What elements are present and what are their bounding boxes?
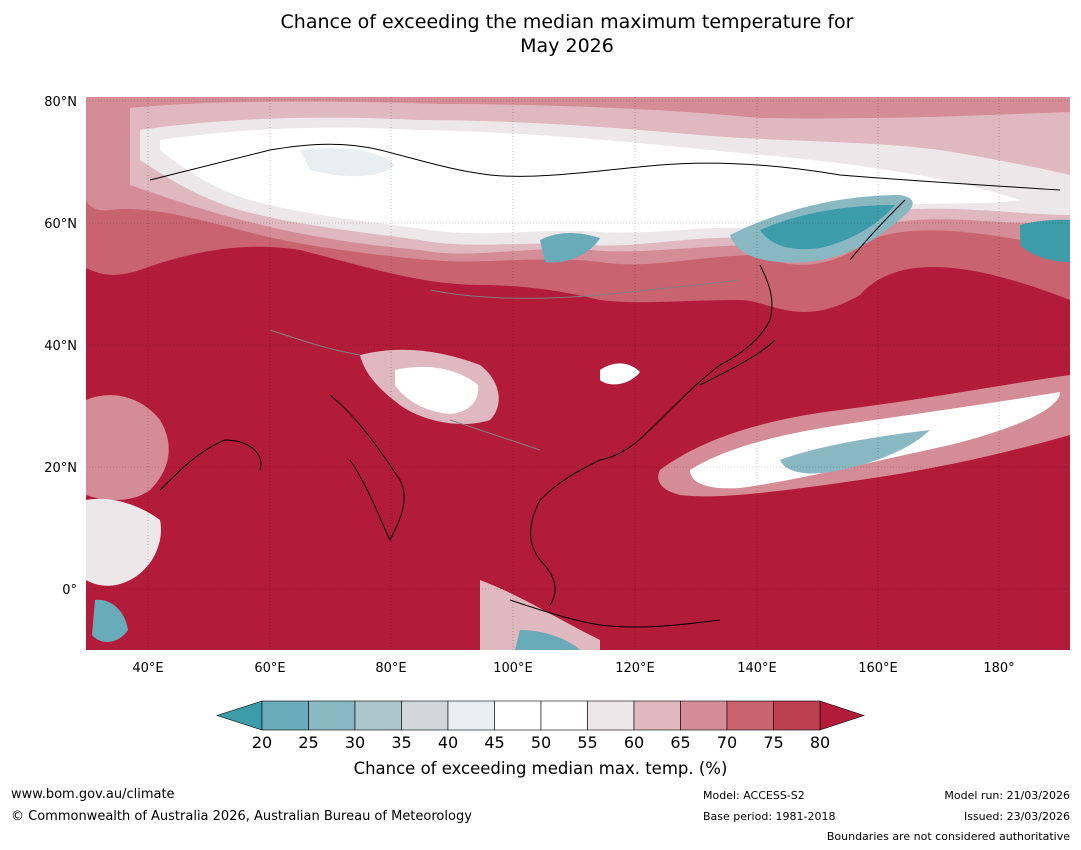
lat-tick-label: 40°N <box>44 339 77 354</box>
lon-tick-label: 160°E <box>858 661 898 676</box>
forecast-map: 80°N 60°N 40°N 20°N 0° 40°E 60°E 80°E 10… <box>44 95 1070 752</box>
colorbar-tick-label: 60 <box>624 733 644 752</box>
colorbar-tick-label: 30 <box>345 733 365 752</box>
lat-tick-label: 20°N <box>44 461 77 476</box>
base-period: Base period: 1981-2018 <box>703 810 836 823</box>
colorbar-bin <box>540 700 588 731</box>
borders <box>269 279 741 451</box>
issued-date: Issued: 23/03/2026 <box>963 810 1070 823</box>
colorbar-bin <box>726 700 774 731</box>
colorbar-tick-label: 45 <box>484 733 504 752</box>
colorbar-tick-label: 75 <box>763 733 783 752</box>
colorbar-over-arrow <box>819 700 865 731</box>
colorbar-tick-label: 80 <box>810 733 830 752</box>
title-line-1: Chance of exceeding the median maximum t… <box>280 11 854 33</box>
colorbar-bin <box>261 700 309 731</box>
title-line-2: May 2026 <box>520 35 614 57</box>
colorbar-tick-label: 40 <box>438 733 458 752</box>
colorbar-tick-label: 20 <box>252 733 272 752</box>
lat-tick-label: 80°N <box>44 95 77 110</box>
lon-tick-label: 60°E <box>254 661 285 676</box>
lon-tick-label: 40°E <box>132 661 163 676</box>
colorbar-bin <box>773 700 821 731</box>
lon-tick-label: 80°E <box>375 661 406 676</box>
colorbar-tick-label: 70 <box>717 733 737 752</box>
lat-tick-label: 0° <box>62 583 77 598</box>
website-link[interactable]: www.bom.gov.au/climate <box>11 787 175 802</box>
map-title: Chance of exceeding the median maximum t… <box>0 10 1081 58</box>
colorbar-bin <box>633 700 681 731</box>
colorbar-bin <box>680 700 728 731</box>
colorbar-tick-label: 65 <box>670 733 690 752</box>
colorbar <box>216 700 865 731</box>
colorbar-ticks: 20 25 30 35 40 45 50 55 60 65 70 75 80 <box>252 733 830 752</box>
colorbar-bin <box>354 700 402 731</box>
graticule <box>86 97 1070 650</box>
colorbar-label: Chance of exceeding median max. temp. (%… <box>353 759 728 778</box>
lon-tick-label: 120°E <box>615 661 655 676</box>
map-field <box>86 97 1070 650</box>
colorbar-tick-label: 50 <box>531 733 551 752</box>
colorbar-bin <box>447 700 495 731</box>
model-run-date: Model run: 21/03/2026 <box>944 789 1070 802</box>
lon-tick-label: 140°E <box>737 661 777 676</box>
colorbar-bin <box>401 700 449 731</box>
colorbar-tick-label: 35 <box>391 733 411 752</box>
lat-tick-label: 60°N <box>44 217 77 232</box>
lon-ticks: 40°E 60°E 80°E 100°E 120°E 140°E 160°E 1… <box>132 661 1014 676</box>
model-name: Model: ACCESS-S2 <box>703 789 805 802</box>
boundaries-disclaimer: Boundaries are not considered authoritat… <box>826 830 1070 843</box>
colorbar-tick-label: 25 <box>298 733 318 752</box>
lat-ticks: 80°N 60°N 40°N 20°N 0° <box>44 95 77 598</box>
colorbar-bin <box>587 700 635 731</box>
colorbar-bin <box>494 700 542 731</box>
colorbar-tick-label: 55 <box>577 733 597 752</box>
colorbar-bin <box>308 700 356 731</box>
colorbar-under-arrow <box>216 700 263 731</box>
lon-tick-label: 100°E <box>493 661 533 676</box>
lon-tick-label: 180° <box>983 661 1014 676</box>
copyright-text: © Commonwealth of Australia 2026, Austra… <box>11 809 472 824</box>
coastlines <box>149 143 1061 628</box>
